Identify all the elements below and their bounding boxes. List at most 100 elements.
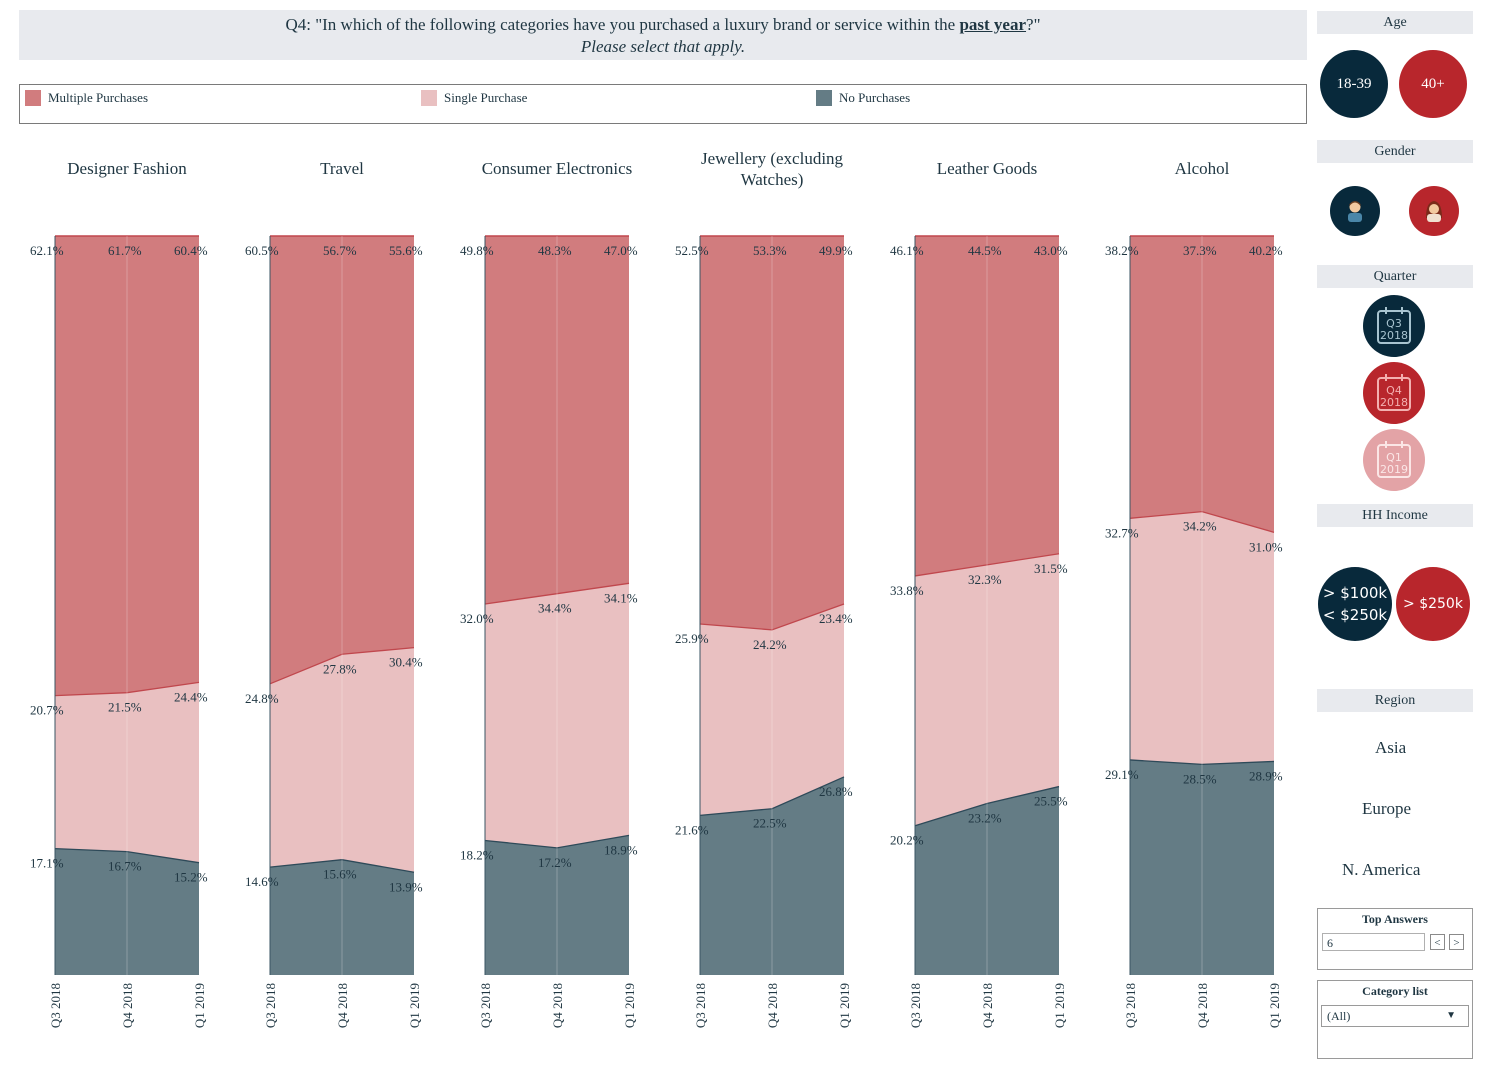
area-none-travel bbox=[270, 859, 414, 975]
label-none-alcohol-2: 28.9% bbox=[1249, 768, 1283, 783]
region-north-america[interactable]: N. America bbox=[1342, 860, 1421, 879]
area-none-designer-fashion bbox=[55, 848, 199, 975]
label-multiple-travel-0: 60.5% bbox=[245, 243, 279, 258]
question-emphasis: past year bbox=[959, 15, 1027, 34]
region-asia[interactable]: Asia bbox=[1375, 738, 1407, 757]
top-answers-title: Top Answers bbox=[1362, 912, 1428, 926]
label-single-jewellery-excluding-watches-0: 25.9% bbox=[675, 631, 709, 646]
label-none-alcohol-1: 28.5% bbox=[1183, 771, 1217, 786]
label-multiple-alcohol-0: 38.2% bbox=[1105, 243, 1139, 258]
label-multiple-travel-2: 55.6% bbox=[389, 243, 423, 258]
question-prefix: Q4: "In which of the following categorie… bbox=[285, 15, 960, 34]
category-list-control: Category list (All) ▼ bbox=[1317, 980, 1473, 1059]
axis-label-alcohol-0: Q3 2018 bbox=[1123, 983, 1138, 1028]
legend-item-single[interactable]: Single Purchase bbox=[421, 90, 527, 106]
label-single-alcohol-0: 32.7% bbox=[1105, 525, 1139, 540]
question-subtitle: Please select that apply. bbox=[580, 37, 746, 56]
line-none-top-travel bbox=[269, 859, 415, 873]
axis-label-jewellery-excluding-watches-1: Q4 2018 bbox=[765, 983, 780, 1028]
legend-item-none[interactable]: No Purchases bbox=[816, 90, 910, 106]
label-single-leather-goods-2: 31.5% bbox=[1034, 561, 1068, 576]
line-single-top-leather-goods bbox=[914, 553, 1060, 577]
area-single-consumer-electronics bbox=[485, 583, 629, 848]
axis-label-jewellery-excluding-watches-2: Q1 2019 bbox=[837, 983, 852, 1028]
quarter-q1-2019-button[interactable]: Q1 2019 bbox=[1363, 429, 1425, 491]
legend-label-none: No Purchases bbox=[839, 90, 911, 105]
area-none-jewellery-excluding-watches bbox=[700, 776, 844, 975]
female-person-icon bbox=[1426, 201, 1442, 222]
label-multiple-jewellery-excluding-watches-1: 53.3% bbox=[753, 243, 787, 258]
income-low-line2: < $250k bbox=[1322, 606, 1388, 624]
legend-swatch-multiple bbox=[25, 90, 41, 106]
area-single-jewellery-excluding-watches bbox=[700, 604, 844, 816]
age-40-plus-button[interactable]: 40+ bbox=[1399, 50, 1467, 118]
category-title-jewellery-excluding-watches-line1: Jewellery (excluding bbox=[701, 149, 844, 168]
top-answers-prev-button[interactable]: < bbox=[1430, 934, 1445, 950]
age-filter-title: Age bbox=[1317, 11, 1473, 34]
label-multiple-alcohol-2: 40.2% bbox=[1249, 243, 1283, 258]
label-none-designer-fashion-2: 15.2% bbox=[174, 870, 208, 885]
axis-label-leather-goods-0: Q3 2018 bbox=[908, 983, 923, 1028]
q3-label: Q3 bbox=[1386, 317, 1402, 330]
axis-label-travel-2: Q1 2019 bbox=[407, 983, 422, 1028]
region-filter-title: Region bbox=[1317, 689, 1473, 712]
axis-label-travel-1: Q4 2018 bbox=[335, 983, 350, 1028]
axis-label-consumer-electronics-1: Q4 2018 bbox=[550, 983, 565, 1028]
top-answers-input[interactable]: 6 bbox=[1322, 933, 1425, 951]
label-multiple-consumer-electronics-2: 47.0% bbox=[604, 243, 638, 258]
area-multiple-consumer-electronics bbox=[485, 236, 629, 605]
gender-male-button[interactable] bbox=[1330, 186, 1380, 236]
legend-label-single: Single Purchase bbox=[444, 90, 528, 105]
area-multiple-alcohol bbox=[1130, 236, 1274, 533]
quarter-q4-2018-button[interactable]: Q4 2018 bbox=[1363, 362, 1425, 424]
line-none-top-alcohol bbox=[1129, 759, 1275, 766]
q4-2018-calendar-icon: Q4 2018 bbox=[1377, 374, 1411, 411]
top-answers-control: Top Answers 6 < > bbox=[1317, 908, 1473, 970]
stacked-area-chart: Designer Fashion 62.1% 61.7% 60.4% 20.7% 21.5… bbox=[30, 149, 1283, 1028]
gender-female-button[interactable] bbox=[1409, 186, 1459, 236]
label-single-designer-fashion-0: 20.7% bbox=[30, 703, 64, 718]
label-multiple-designer-fashion-2: 60.4% bbox=[174, 243, 208, 258]
axis-label-designer-fashion-0: Q3 2018 bbox=[48, 983, 63, 1028]
axis-label-designer-fashion-2: Q1 2019 bbox=[192, 983, 207, 1028]
age-18-39-button[interactable]: 18-39 bbox=[1320, 50, 1388, 118]
area-single-travel bbox=[270, 647, 414, 873]
region-europe[interactable]: Europe bbox=[1362, 799, 1412, 818]
label-multiple-leather-goods-2: 43.0% bbox=[1034, 243, 1068, 258]
income-low-line1: > $100k bbox=[1322, 584, 1388, 602]
top-answers-next-button[interactable]: > bbox=[1449, 934, 1464, 950]
income-over-250k-button[interactable]: > $250k bbox=[1396, 567, 1470, 641]
label-none-leather-goods-0: 20.2% bbox=[890, 833, 924, 848]
label-none-consumer-electronics-0: 18.2% bbox=[460, 848, 494, 863]
q3-year-label: 2018 bbox=[1380, 329, 1408, 342]
area-single-designer-fashion bbox=[55, 682, 199, 863]
label-none-jewellery-excluding-watches-1: 22.5% bbox=[753, 816, 787, 831]
category-list-select[interactable]: (All) ▼ bbox=[1321, 1005, 1469, 1027]
category-title-travel: Travel bbox=[320, 159, 364, 178]
axis-label-alcohol-1: Q4 2018 bbox=[1195, 983, 1210, 1028]
quarter-q3-2018-button[interactable]: Q3 2018 bbox=[1363, 295, 1425, 357]
area-multiple-travel bbox=[270, 236, 414, 684]
label-none-consumer-electronics-2: 18.9% bbox=[604, 842, 638, 857]
area-multiple-leather-goods bbox=[915, 236, 1059, 576]
label-single-designer-fashion-1: 21.5% bbox=[108, 700, 142, 715]
axis-label-leather-goods-2: Q1 2019 bbox=[1052, 983, 1067, 1028]
quarter-filter-title: Quarter bbox=[1317, 265, 1473, 288]
category-list-value: (All) bbox=[1327, 1009, 1351, 1023]
label-single-consumer-electronics-2: 34.1% bbox=[604, 590, 638, 605]
line-single-top-jewellery-excluding-watches bbox=[699, 603, 845, 631]
income-100k-250k-button[interactable]: > $100k < $250k bbox=[1318, 567, 1392, 641]
legend-item-multiple[interactable]: Multiple Purchases bbox=[25, 90, 148, 106]
label-single-travel-2: 30.4% bbox=[389, 655, 423, 670]
label-none-jewellery-excluding-watches-2: 26.8% bbox=[819, 784, 853, 799]
category-title-alcohol: Alcohol bbox=[1175, 159, 1230, 178]
line-single-top-consumer-electronics bbox=[484, 582, 630, 605]
label-single-leather-goods-1: 32.3% bbox=[968, 572, 1002, 587]
label-multiple-jewellery-excluding-watches-0: 52.5% bbox=[675, 243, 709, 258]
label-single-alcohol-2: 31.0% bbox=[1249, 539, 1283, 554]
line-none-top-jewellery-excluding-watches bbox=[699, 776, 845, 817]
label-none-travel-1: 15.6% bbox=[323, 867, 357, 882]
label-single-jewellery-excluding-watches-2: 23.4% bbox=[819, 611, 853, 626]
axis-label-alcohol-2: Q1 2019 bbox=[1267, 983, 1282, 1028]
label-none-travel-0: 14.6% bbox=[245, 874, 279, 889]
